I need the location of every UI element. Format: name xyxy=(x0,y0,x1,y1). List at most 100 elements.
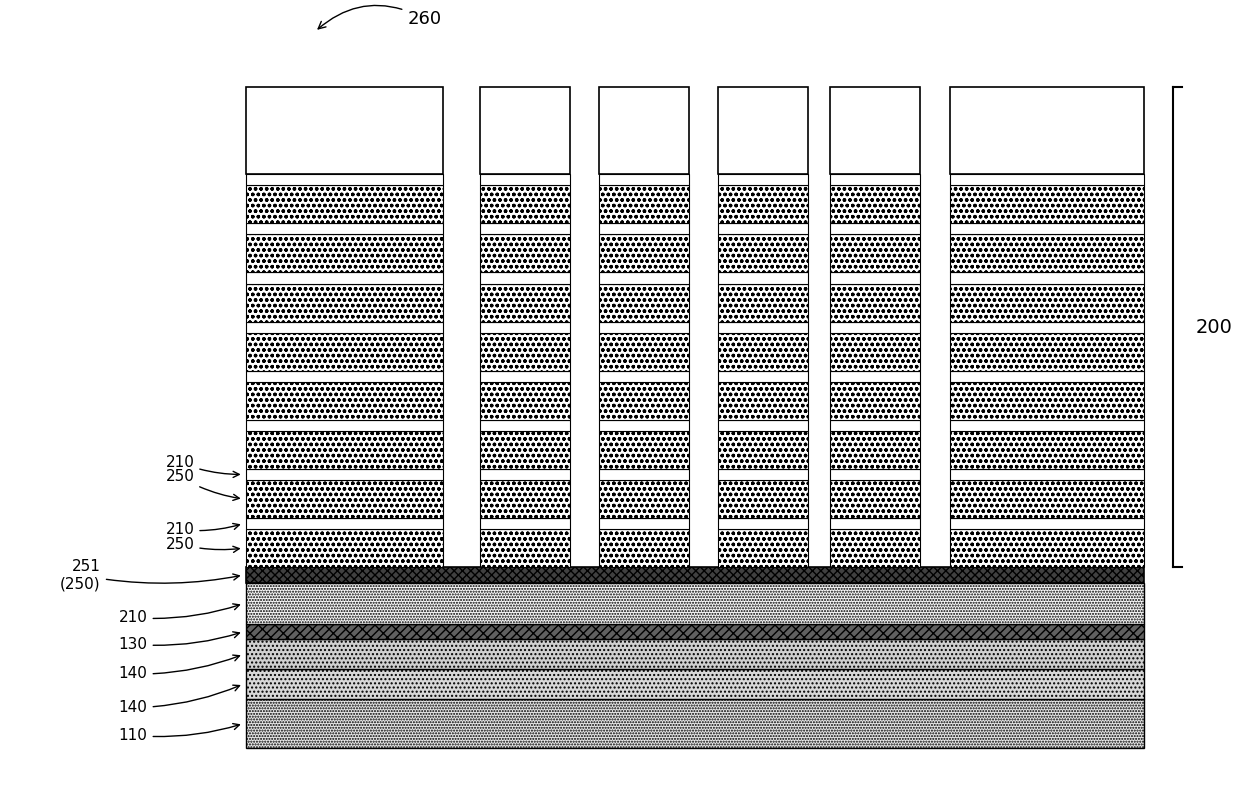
Bar xyxy=(599,185,688,223)
Bar xyxy=(831,322,920,333)
Bar xyxy=(950,174,1145,185)
Bar xyxy=(718,518,808,529)
Bar xyxy=(246,480,443,518)
Bar xyxy=(480,322,569,333)
Text: 200: 200 xyxy=(1195,318,1233,337)
Bar xyxy=(480,469,569,480)
Bar xyxy=(718,284,808,322)
Bar xyxy=(599,480,688,518)
Bar xyxy=(950,371,1145,382)
Bar xyxy=(831,420,920,431)
Bar xyxy=(599,284,688,322)
Bar xyxy=(246,624,1145,639)
Bar xyxy=(831,223,920,234)
Bar xyxy=(831,333,920,371)
Bar xyxy=(831,518,920,529)
Bar xyxy=(950,480,1145,518)
Bar xyxy=(246,639,1145,669)
Bar xyxy=(599,518,688,529)
Bar xyxy=(950,382,1145,420)
Bar xyxy=(246,583,1145,624)
Bar xyxy=(599,174,688,185)
Bar xyxy=(599,529,688,567)
Bar xyxy=(718,322,808,333)
Bar xyxy=(480,174,569,185)
Bar xyxy=(246,669,1145,699)
Bar xyxy=(246,699,1145,748)
Bar xyxy=(718,371,808,382)
Bar xyxy=(480,480,569,518)
Text: 210: 210 xyxy=(165,523,239,537)
Bar xyxy=(480,518,569,529)
Bar xyxy=(950,284,1145,322)
Bar xyxy=(831,87,920,174)
Bar xyxy=(246,333,443,371)
Text: 210: 210 xyxy=(165,455,239,478)
Bar xyxy=(718,223,808,234)
Bar xyxy=(950,223,1145,234)
Bar xyxy=(599,333,688,371)
Bar xyxy=(599,322,688,333)
Bar xyxy=(599,420,688,431)
Bar xyxy=(480,431,569,469)
Bar xyxy=(950,431,1145,469)
Bar xyxy=(246,234,443,272)
Bar xyxy=(599,382,688,420)
Bar xyxy=(950,420,1145,431)
Bar xyxy=(480,371,569,382)
Bar xyxy=(831,272,920,284)
Text: 251
(250): 251 (250) xyxy=(61,559,239,591)
Bar xyxy=(599,371,688,382)
Bar xyxy=(718,234,808,272)
Bar xyxy=(246,284,443,322)
Bar xyxy=(480,284,569,322)
Bar xyxy=(718,185,808,223)
Bar xyxy=(718,333,808,371)
Bar xyxy=(831,185,920,223)
Bar xyxy=(718,87,808,174)
Bar xyxy=(950,87,1145,174)
Bar xyxy=(246,272,443,284)
Bar xyxy=(599,272,688,284)
Bar xyxy=(480,185,569,223)
Bar xyxy=(718,469,808,480)
Bar xyxy=(246,420,443,431)
Bar xyxy=(480,234,569,272)
Bar xyxy=(480,87,569,174)
Bar xyxy=(718,431,808,469)
Bar xyxy=(599,223,688,234)
Bar xyxy=(599,431,688,469)
Bar xyxy=(950,518,1145,529)
Bar xyxy=(831,174,920,185)
Bar xyxy=(599,234,688,272)
Bar xyxy=(246,174,443,185)
Text: 260: 260 xyxy=(319,6,441,29)
Bar xyxy=(831,529,920,567)
Bar xyxy=(950,234,1145,272)
Bar xyxy=(246,469,443,480)
Bar xyxy=(246,529,443,567)
Bar xyxy=(950,529,1145,567)
Bar xyxy=(246,185,443,223)
Bar xyxy=(246,87,443,174)
Bar xyxy=(480,382,569,420)
Bar xyxy=(246,382,443,420)
Bar xyxy=(480,420,569,431)
Bar xyxy=(246,567,1145,583)
Bar xyxy=(950,185,1145,223)
Bar xyxy=(950,333,1145,371)
Bar xyxy=(718,382,808,420)
Bar xyxy=(246,371,443,382)
Text: 250: 250 xyxy=(165,537,239,552)
Bar xyxy=(950,322,1145,333)
Bar xyxy=(950,272,1145,284)
Bar xyxy=(246,87,1145,567)
Bar xyxy=(246,431,443,469)
Text: 210: 210 xyxy=(119,604,239,625)
Bar xyxy=(831,382,920,420)
Bar xyxy=(480,333,569,371)
Bar xyxy=(718,420,808,431)
Bar xyxy=(480,272,569,284)
Text: 250: 250 xyxy=(165,470,239,501)
Bar xyxy=(718,529,808,567)
